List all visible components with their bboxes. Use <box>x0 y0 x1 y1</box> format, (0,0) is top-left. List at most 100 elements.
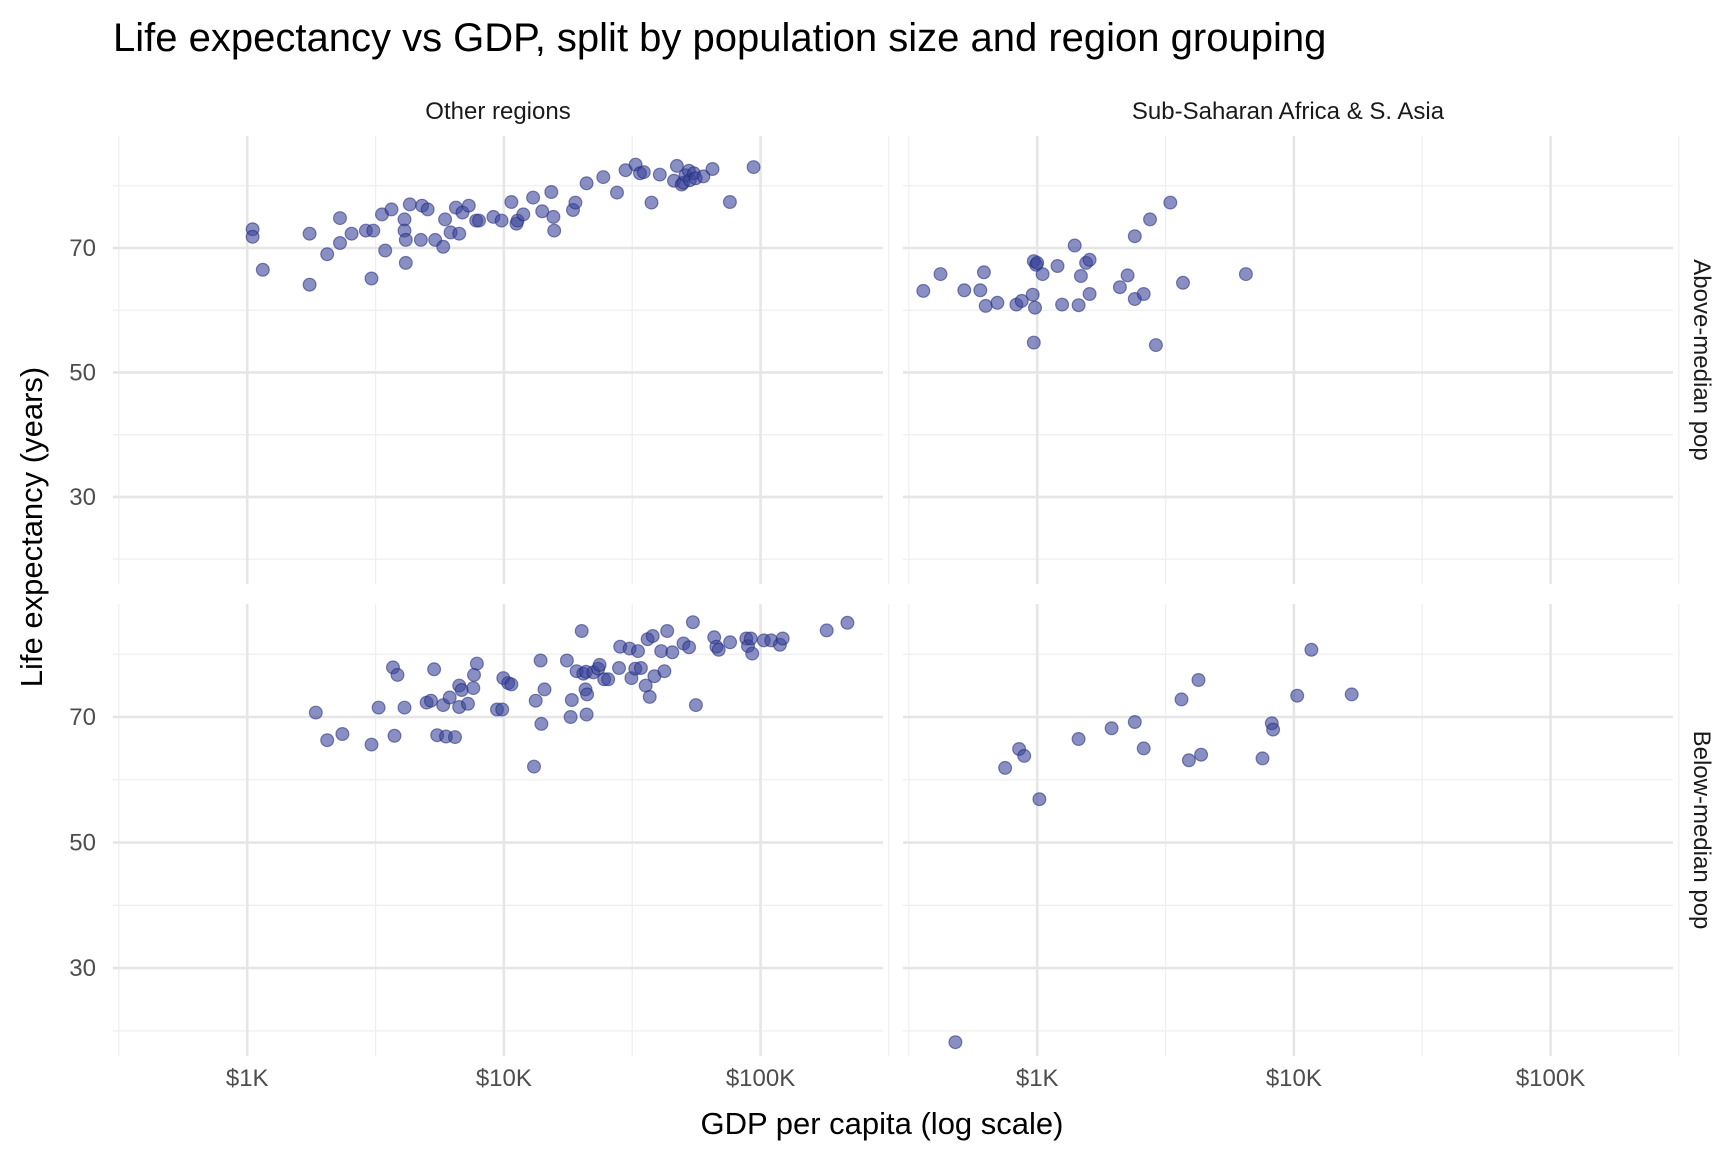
data-point <box>652 167 667 182</box>
x-tick-label: $10K <box>476 1065 532 1092</box>
data-point <box>245 229 260 244</box>
x-tick-label: $10K <box>1266 1065 1322 1092</box>
data-point <box>424 693 439 708</box>
data-point <box>438 212 453 227</box>
data-point <box>1073 269 1088 284</box>
data-point <box>427 662 442 677</box>
data-point <box>665 645 680 660</box>
y-tick-label: 50 <box>69 830 96 857</box>
data-point <box>559 653 574 668</box>
data-point <box>1071 731 1086 746</box>
y-tick-label: 30 <box>69 484 96 511</box>
data-point <box>1344 687 1359 702</box>
data-point <box>580 687 595 702</box>
data-point <box>1194 747 1209 762</box>
data-point <box>397 700 412 715</box>
data-point <box>1082 252 1097 267</box>
data-point <box>1017 748 1032 763</box>
data-point <box>546 209 561 224</box>
data-point <box>630 644 645 659</box>
data-point <box>255 262 270 277</box>
data-point <box>436 239 451 254</box>
x-tick-label: $100K <box>1516 1065 1585 1092</box>
data-point <box>745 646 760 661</box>
data-point <box>390 667 405 682</box>
data-point <box>1255 751 1270 766</box>
data-point <box>402 197 417 212</box>
data-point <box>601 672 616 687</box>
data-point <box>660 623 675 638</box>
data-point <box>722 195 737 210</box>
data-point <box>384 202 399 217</box>
data-point <box>333 236 348 251</box>
facet-panel <box>903 136 1680 584</box>
data-point <box>564 692 579 707</box>
data-point <box>978 298 993 313</box>
data-point <box>469 656 484 671</box>
data-point <box>387 728 402 743</box>
data-point <box>413 232 428 247</box>
data-point <box>1175 275 1190 290</box>
data-point <box>1104 721 1119 736</box>
data-point <box>526 190 541 205</box>
data-point <box>611 660 626 675</box>
data-point <box>398 255 413 270</box>
y-tick-label: 30 <box>69 955 96 982</box>
data-point <box>1112 280 1127 295</box>
data-point <box>420 202 435 217</box>
data-point <box>454 682 469 697</box>
data-point <box>840 615 855 630</box>
data-point <box>466 681 481 696</box>
data-point <box>1035 267 1050 282</box>
data-point <box>516 207 531 222</box>
data-point <box>1181 753 1196 768</box>
data-point <box>344 226 359 241</box>
data-point <box>933 267 948 282</box>
data-point <box>1238 267 1253 282</box>
data-point <box>1026 335 1041 350</box>
facet-row-label: Above-median pop <box>1688 259 1715 460</box>
data-point <box>302 226 317 241</box>
y-axis-title: Life expectancy (years) <box>14 367 49 687</box>
data-point <box>636 165 651 180</box>
data-point <box>364 271 379 286</box>
data-point <box>302 277 317 292</box>
data-point <box>547 223 562 238</box>
data-point <box>366 223 381 238</box>
data-point <box>504 195 519 210</box>
data-point <box>916 283 931 298</box>
data-point <box>1032 792 1047 807</box>
data-point <box>308 705 323 720</box>
data-point <box>467 667 482 682</box>
data-point <box>494 213 509 228</box>
data-point <box>990 295 1005 310</box>
data-point <box>1030 255 1045 270</box>
data-point <box>976 265 991 280</box>
data-point <box>1163 195 1178 210</box>
data-point <box>333 211 348 226</box>
facet-column-label: Sub-Saharan Africa & S. Asia <box>1132 98 1445 125</box>
data-point <box>705 162 720 177</box>
data-point <box>596 170 611 185</box>
data-point <box>1025 287 1040 302</box>
data-point <box>998 760 1013 775</box>
data-point <box>957 283 972 298</box>
data-point <box>472 213 487 228</box>
data-point <box>537 682 552 697</box>
data-point <box>1142 212 1157 227</box>
data-point <box>1127 714 1142 729</box>
y-tick-label: 70 <box>69 235 96 262</box>
data-point <box>1191 672 1206 687</box>
data-point <box>1266 722 1281 737</box>
data-point <box>1174 692 1189 707</box>
data-point <box>642 689 657 704</box>
data-point <box>775 631 790 646</box>
data-point <box>1071 298 1086 313</box>
data-point <box>711 642 726 657</box>
data-point <box>1014 293 1029 308</box>
data-point <box>528 693 543 708</box>
data-point <box>1136 741 1151 756</box>
data-point <box>723 635 738 650</box>
data-point <box>696 169 711 184</box>
